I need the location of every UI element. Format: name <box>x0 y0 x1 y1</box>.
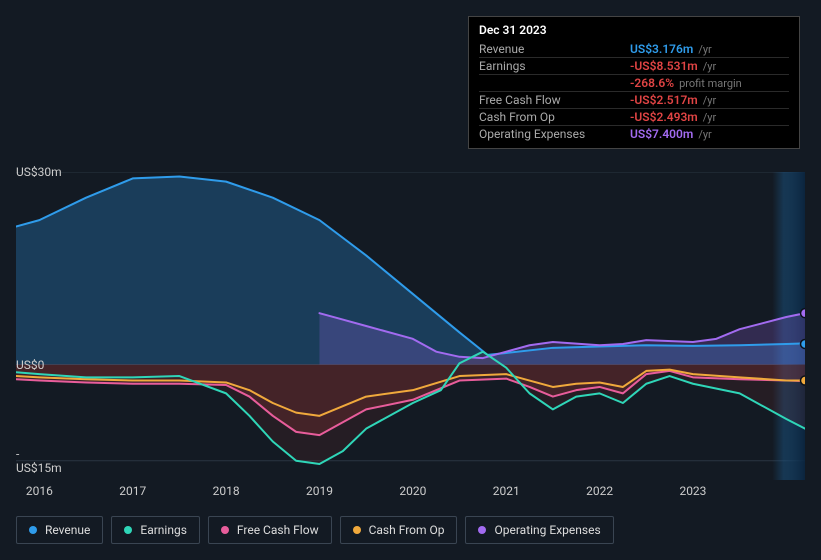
chart-area[interactable]: US$30mUS$0-US$15m <box>16 172 805 480</box>
y-axis-label: US$30m <box>16 165 26 179</box>
tooltip-row-value: -US$2.493m /yr <box>630 109 789 126</box>
legend-label: Revenue <box>45 523 90 537</box>
tooltip-row-value: US$3.176m /yr <box>630 41 789 58</box>
legend-dot <box>124 526 132 534</box>
legend-dot <box>478 526 486 534</box>
tooltip-row-extra: -268.6% profit margin <box>630 75 789 92</box>
hover-tooltip: Dec 31 2023 Revenue US$3.176m /yrEarning… <box>468 16 800 149</box>
legend-item-opex[interactable]: Operating Expenses <box>465 516 613 544</box>
tooltip-row-label: Revenue <box>479 41 630 58</box>
tooltip-date: Dec 31 2023 <box>479 23 789 37</box>
tooltip-row-value: -US$8.531m /yr <box>630 58 789 75</box>
tooltip-row-value: US$7.400m /yr <box>630 126 789 143</box>
x-axis-label: 2019 <box>306 484 333 498</box>
tooltip-row-value: -US$2.517m /yr <box>630 92 789 109</box>
legend-dot <box>353 526 361 534</box>
legend-label: Operating Expenses <box>494 523 600 537</box>
x-axis-label: 2016 <box>26 484 53 498</box>
x-axis-labels: 2016 2017 2018 2019 2020 2021 2022 2023 <box>16 484 805 504</box>
x-axis-label: 2022 <box>586 484 613 498</box>
tooltip-row-label: Cash From Op <box>479 109 630 126</box>
x-axis-label: 2023 <box>679 484 706 498</box>
tooltip-row-label: Operating Expenses <box>479 126 630 143</box>
legend-label: Earnings <box>140 523 187 537</box>
y-axis-label: -US$15m <box>16 447 26 475</box>
legend-item-earnings[interactable]: Earnings <box>111 516 200 544</box>
x-axis-label: 2020 <box>399 484 426 498</box>
legend-item-cfo[interactable]: Cash From Op <box>340 516 458 544</box>
x-axis-label: 2017 <box>119 484 146 498</box>
x-axis-label: 2018 <box>213 484 240 498</box>
y-axis-label: US$0 <box>16 358 26 372</box>
tooltip-row-label: Earnings <box>479 58 630 75</box>
x-axis-label: 2021 <box>493 484 520 498</box>
legend-label: Free Cash Flow <box>237 523 319 537</box>
legend-dot <box>221 526 229 534</box>
chart-svg <box>16 172 805 480</box>
legend-dot <box>29 526 37 534</box>
tooltip-table: Revenue US$3.176m /yrEarnings -US$8.531m… <box>479 41 789 142</box>
tooltip-row-label: Free Cash Flow <box>479 92 630 109</box>
financials-chart-panel: Dec 31 2023 Revenue US$3.176m /yrEarning… <box>0 0 821 560</box>
legend-label: Cash From Op <box>369 523 445 537</box>
legend-item-revenue[interactable]: Revenue <box>16 516 103 544</box>
legend: Revenue Earnings Free Cash Flow Cash From O… <box>16 516 614 544</box>
legend-item-fcf[interactable]: Free Cash Flow <box>208 516 332 544</box>
